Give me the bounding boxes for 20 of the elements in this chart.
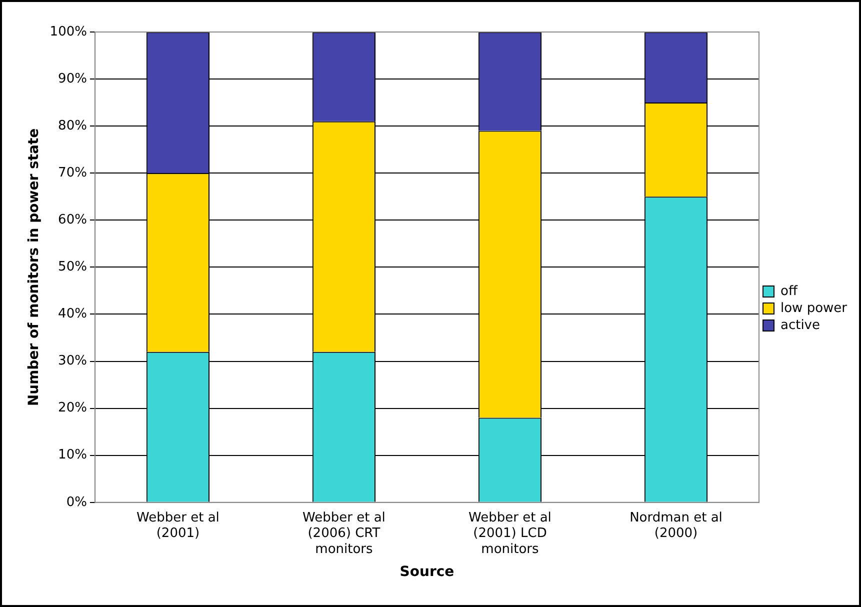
y-tick-label: 60% (58, 212, 87, 228)
y-tick-label: 10% (58, 448, 87, 463)
y-tick-label: 50% (58, 260, 87, 275)
y-tick-label: 100% (50, 24, 87, 40)
y-tick-label: 90% (58, 71, 87, 86)
x-tick-label: Webber et al (2001) LCD monitors (468, 510, 552, 557)
y-tick-label: 30% (58, 354, 87, 369)
legend-label: off (780, 284, 798, 299)
x-tick-label: Nordman et al (2000) (630, 510, 722, 542)
x-tick-label: Webber et al (2001) (136, 510, 220, 542)
x-axis-title: Source (400, 564, 454, 580)
x-tick-label: Webber et al (2006) CRT monitors (302, 510, 386, 557)
y-tick-label: 40% (58, 306, 87, 322)
legend-label: low power (780, 300, 848, 316)
y-tick-label: 80% (58, 118, 87, 134)
y-tick-label: 70% (58, 165, 87, 180)
y-tick-label: 20% (58, 400, 87, 416)
y-axis-title: Number of monitors in power state (26, 128, 42, 406)
y-tick-label: 0% (66, 494, 87, 510)
legend-label: active (780, 318, 820, 333)
